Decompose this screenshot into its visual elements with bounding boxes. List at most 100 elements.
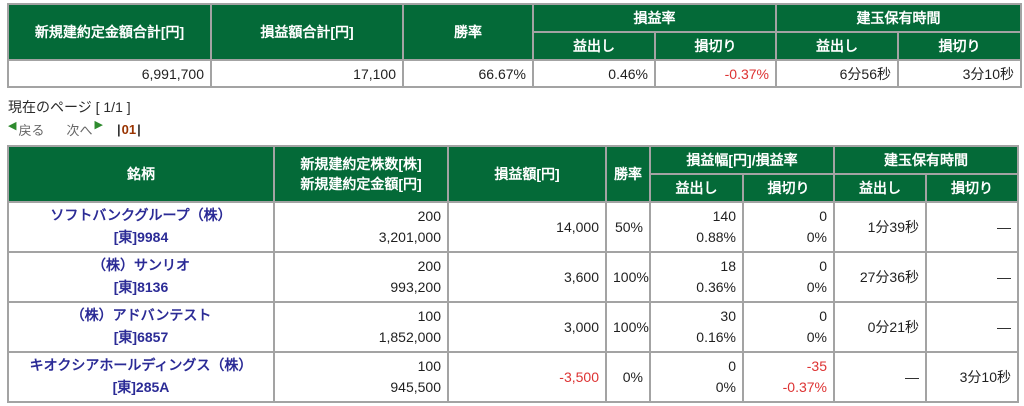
- stock-code: [東]8136: [113, 279, 169, 295]
- detail-header-shares-line1: 新規建約定株数[株]: [300, 155, 422, 172]
- hold-loss-cell: ―: [925, 201, 1019, 253]
- detail-header-win-rate: 勝率: [605, 145, 651, 203]
- profit-width-cell: 140 0.88%: [649, 201, 744, 253]
- profit-width-value: 0: [728, 358, 736, 374]
- loss-rate-value: 0%: [806, 329, 827, 345]
- stock-name-cell: （株）サンリオ [東]8136: [7, 251, 275, 303]
- loss-width-value: 0: [819, 208, 827, 224]
- loss-width-cell: -35 -0.37%: [742, 351, 835, 403]
- next-link-label: 次へ: [66, 123, 93, 138]
- page-number-list: |01|: [117, 122, 141, 137]
- loss-width-cell: 0 0%: [742, 251, 835, 303]
- summary-win-rate-value: 66.67%: [402, 59, 534, 88]
- shares-value: 200: [417, 208, 441, 224]
- amount-value: 993,200: [390, 279, 441, 295]
- detail-header-hold-time-group: 建玉保有時間: [833, 145, 1019, 175]
- detail-header-pl-amount: 損益額[円]: [447, 145, 607, 203]
- stock-name: （株）サンリオ: [92, 257, 190, 274]
- detail-header-symbol: 銘柄: [7, 145, 275, 203]
- stock-name: （株）アドバンテスト: [70, 307, 212, 324]
- hold-profit-cell: 0分21秒: [833, 301, 927, 353]
- shares-value: 100: [417, 358, 441, 374]
- summary-subheader-hold-profit-take: 益出し: [775, 31, 899, 61]
- pl-amount-cell: 3,000: [447, 301, 607, 353]
- summary-header-pl-rate-group: 損益率: [532, 3, 777, 33]
- stock-name-cell: （株）アドバンテスト [東]6857: [7, 301, 275, 353]
- back-arrow-icon: ◀: [8, 120, 17, 132]
- hold-loss-cell: 3分10秒: [925, 351, 1019, 403]
- stock-name-cell: ソフトバンクグループ（株） [東]9984: [7, 201, 275, 253]
- summary-subheader-profit-take: 益出し: [532, 31, 656, 61]
- hold-profit-cell: ―: [833, 351, 927, 403]
- current-page-label: 現在のページ [ 1/1 ]: [8, 99, 131, 115]
- profit-width-cell: 18 0.36%: [649, 251, 744, 303]
- summary-subheader-loss-cut: 損切り: [654, 31, 777, 61]
- hold-loss-cell: ―: [925, 251, 1019, 303]
- profit-rate-value: 0.88%: [696, 229, 736, 245]
- loss-rate-value: -0.37%: [782, 379, 827, 395]
- detail-header-pl-width-group: 損益幅[円]/損益率: [649, 145, 835, 175]
- summary-header-new-open-amount: 新規建約定金額合計[円]: [7, 3, 212, 61]
- next-link[interactable]: 次へ ▶: [66, 120, 102, 139]
- table-row: （株）アドバンテスト [東]6857 100 1,852,000 3,000 1…: [7, 301, 1019, 353]
- summary-pl-total-value: 17,100: [210, 59, 404, 88]
- loss-width-cell: 0 0%: [742, 301, 835, 353]
- profit-width-cell: 30 0.16%: [649, 301, 744, 353]
- back-link-label: 戻る: [18, 123, 45, 138]
- hold-loss-cell: ―: [925, 301, 1019, 353]
- loss-rate-value: 0%: [806, 279, 827, 295]
- summary-header-pl-total: 損益額合計[円]: [210, 3, 404, 61]
- stock-code: [東]6857: [113, 329, 169, 345]
- shares-value: 200: [417, 258, 441, 274]
- hold-profit-cell: 27分36秒: [833, 251, 927, 303]
- summary-new-open-amount-value: 6,991,700: [7, 59, 212, 88]
- win-rate-cell: 100%: [605, 251, 651, 303]
- detail-header-shares-amount: 新規建約定株数[株] 新規建約定金額[円]: [273, 145, 449, 203]
- stock-name: キオクシアホールディングス（株）: [29, 357, 253, 374]
- detail-subheader-hold-loss-cut: 損切り: [925, 173, 1019, 203]
- back-link[interactable]: ◀ 戻る: [8, 120, 44, 139]
- page-number-current[interactable]: 01: [121, 122, 137, 137]
- page-separator-left: |: [116, 122, 121, 137]
- stock-name-cell: キオクシアホールディングス（株） [東]285A: [7, 351, 275, 403]
- table-row: （株）サンリオ [東]8136 200 993,200 3,600 100% 1…: [7, 251, 1019, 303]
- stock-name: ソフトバンクグループ（株）: [50, 207, 232, 224]
- shares-amount-cell: 100 945,500: [273, 351, 449, 403]
- loss-width-value: 0: [819, 258, 827, 274]
- loss-width-value: 0: [819, 308, 827, 324]
- detail-subheader-loss-cut: 損切り: [742, 173, 835, 203]
- summary-pl-rate-loss-value: -0.37%: [654, 59, 777, 88]
- page-separator-right: |: [137, 122, 141, 137]
- shares-amount-cell: 100 1,852,000: [273, 301, 449, 353]
- detail-header-shares-line2: 新規建約定金額[円]: [300, 176, 422, 192]
- next-arrow-icon: ▶: [94, 119, 103, 131]
- shares-amount-cell: 200 3,201,000: [273, 201, 449, 253]
- profit-width-value: 18: [720, 258, 736, 274]
- summary-table: 新規建約定金額合計[円] 損益額合計[円] 勝率 損益率 建玉保有時間 益出し …: [7, 3, 1022, 88]
- detail-subheader-hold-profit-take: 益出し: [833, 173, 927, 203]
- loss-width-cell: 0 0%: [742, 201, 835, 253]
- detail-table: 銘柄 新規建約定株数[株] 新規建約定金額[円] 損益額[円] 勝率 損益幅[円…: [7, 145, 1019, 403]
- win-rate-cell: 100%: [605, 301, 651, 353]
- detail-subheader-profit-take: 益出し: [649, 173, 744, 203]
- profit-rate-value: 0%: [715, 379, 736, 395]
- summary-value-row: 6,991,700 17,100 66.67% 0.46% -0.37% 6分5…: [7, 59, 1022, 88]
- pl-amount-cell: 14,000: [447, 201, 607, 253]
- table-row: キオクシアホールディングス（株） [東]285A 100 945,500 -3,…: [7, 351, 1019, 403]
- table-row: ソフトバンクグループ（株） [東]9984 200 3,201,000 14,0…: [7, 201, 1019, 253]
- loss-rate-value: 0%: [806, 229, 827, 245]
- profit-rate-value: 0.36%: [696, 279, 736, 295]
- stock-code: [東]285A: [112, 379, 170, 395]
- summary-subheader-hold-loss-cut: 損切り: [897, 31, 1022, 61]
- amount-value: 3,201,000: [378, 229, 441, 245]
- profit-rate-value: 0.16%: [696, 329, 736, 345]
- win-rate-cell: 0%: [605, 351, 651, 403]
- shares-amount-cell: 200 993,200: [273, 251, 449, 303]
- summary-hold-time-profit-value: 6分56秒: [775, 59, 899, 88]
- win-rate-cell: 50%: [605, 201, 651, 253]
- summary-header-hold-time-group: 建玉保有時間: [775, 3, 1022, 33]
- hold-profit-cell: 1分39秒: [833, 201, 927, 253]
- profit-width-value: 30: [720, 308, 736, 324]
- pl-amount-cell: -3,500: [447, 351, 607, 403]
